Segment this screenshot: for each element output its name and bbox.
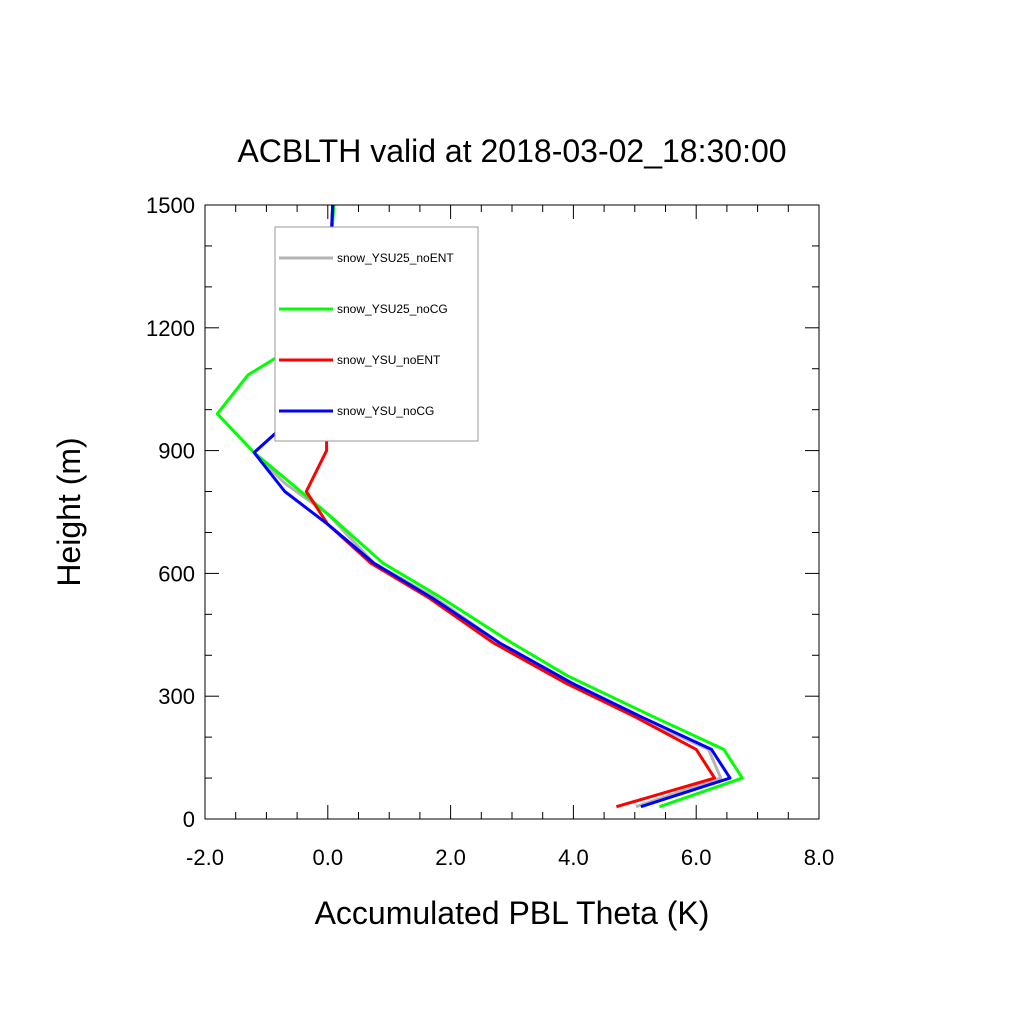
legend: snow_YSU25_noENT snow_YSU25_noCG snow_YSU_… <box>274 226 479 442</box>
y-tick-label: 900 <box>158 439 195 464</box>
x-tick-label: 4.0 <box>558 845 589 870</box>
x-tick-label: 8.0 <box>804 845 835 870</box>
plot-frame <box>204 204 820 820</box>
y-tick-label: 300 <box>158 684 195 709</box>
x-tick-label: 0.0 <box>313 845 344 870</box>
legend-label: snow_YSU_noCG <box>337 404 434 418</box>
legend-label: snow_YSU_noENT <box>337 353 441 367</box>
y-axis-label: Height (m) <box>51 437 87 586</box>
y-tick-label: 600 <box>158 561 195 586</box>
legend-label: snow_YSU25_noCG <box>337 302 448 316</box>
chart-title: ACBLTH valid at 2018-03-02_18:30:00 <box>237 133 786 169</box>
legend-box <box>274 226 479 442</box>
y-tick-label: 0 <box>183 807 195 832</box>
x-tick-label: -2.0 <box>186 845 224 870</box>
x-tick-label: 2.0 <box>435 845 466 870</box>
x-tick-label: 6.0 <box>681 845 712 870</box>
axis-ticks <box>204 204 820 820</box>
y-tick-label: 1500 <box>146 193 195 218</box>
x-axis-label: Accumulated PBL Theta (K) <box>315 895 710 931</box>
y-tick-label: 1200 <box>146 316 195 341</box>
tick-labels: -2.0 0.0 2.0 4.0 6.0 8.0 0 300 600 900 1200 1500 <box>146 193 834 870</box>
legend-label: snow_YSU25_noENT <box>337 251 454 265</box>
